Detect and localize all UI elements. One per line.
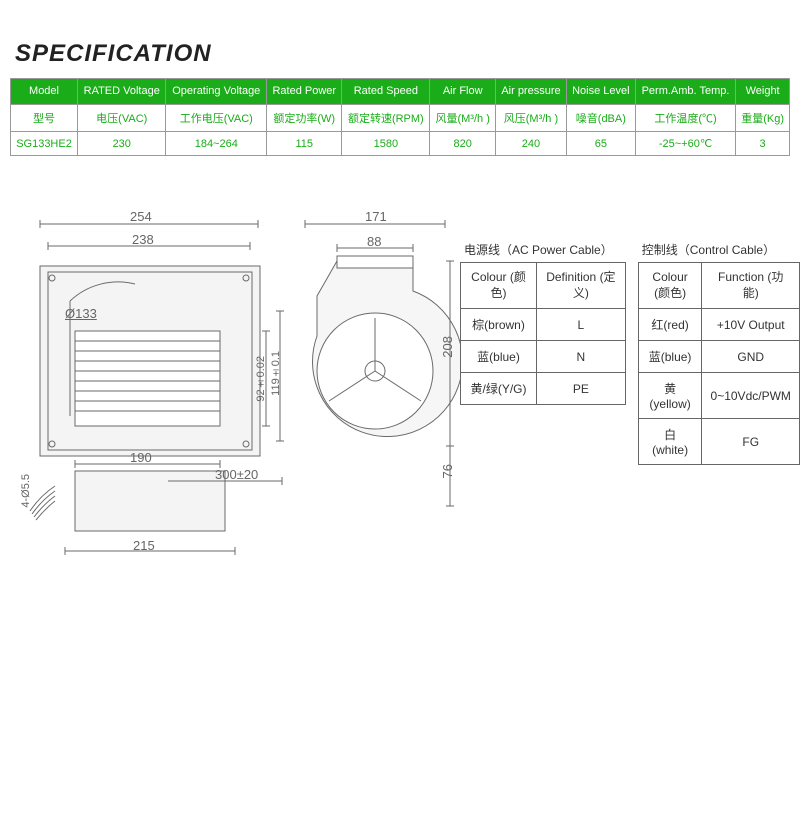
dim-208: 208: [440, 336, 455, 358]
th-model: Model: [11, 79, 78, 105]
cc-r3c0: 白(white): [638, 419, 702, 465]
cc-r2c0: 黄(yellow): [638, 373, 702, 419]
pc-r0c1: L: [537, 309, 626, 341]
cn-8: 工作温度(℃): [635, 105, 735, 132]
dim-190: 190: [130, 450, 152, 465]
spec-data-row: SG133HE2 230 184~264 115 1580 820 240 65…: [11, 132, 790, 156]
cn-4: 额定转速(RPM): [342, 105, 430, 132]
pc-col-0: Colour (颜色): [461, 263, 537, 309]
cc-r1c1: GND: [702, 341, 800, 373]
spec-header-row-en: Model RATED Voltage Operating Voltage Ra…: [11, 79, 790, 105]
d-2: 184~264: [166, 132, 267, 156]
dim-h2: 119±0.1: [270, 351, 282, 396]
cn-2: 工作电压(VAC): [166, 105, 267, 132]
pc-r1c0: 蓝(blue): [461, 341, 537, 373]
control-cable-table: 控制线（Control Cable） Colour (颜色) Function …: [638, 241, 800, 465]
side-view-drawing: 171 88 208 76: [295, 206, 460, 531]
th-airpressure: Air pressure: [496, 79, 567, 105]
cn-6: 风压(M³/h ): [496, 105, 567, 132]
pc-r0c0: 棕(brown): [461, 309, 537, 341]
d-7: 65: [566, 132, 635, 156]
spec-header-row-cn: 型号 电压(VAC) 工作电压(VAC) 额定功率(W) 额定转速(RPM) 风…: [11, 105, 790, 132]
dim-76: 76: [440, 464, 455, 478]
th-airflow: Air Flow: [430, 79, 496, 105]
cn-1: 电压(VAC): [78, 105, 166, 132]
pc-r2c0: 黄/绿(Y/G): [461, 373, 537, 405]
th-rated-speed: Rated Speed: [342, 79, 430, 105]
pc-col-1: Definition (定义): [537, 263, 626, 309]
cn-7: 噪音(dBA): [566, 105, 635, 132]
dim-238: 238: [132, 232, 154, 247]
cc-col-0: Colour (颜色): [638, 263, 702, 309]
th-op-voltage: Operating Voltage: [166, 79, 267, 105]
cc-r2c1: 0~10Vdc/PWM: [702, 373, 800, 419]
cc-r0c1: +10V Output: [702, 309, 800, 341]
dim-cable: 300±20: [215, 467, 258, 482]
d-0: SG133HE2: [11, 132, 78, 156]
th-noise: Noise Level: [566, 79, 635, 105]
d-8: -25~+60℃: [635, 132, 735, 156]
pc-r2c1: PE: [537, 373, 626, 405]
dim-88: 88: [367, 234, 381, 249]
cc-r3c1: FG: [702, 419, 800, 465]
th-temp: Perm.Amb. Temp.: [635, 79, 735, 105]
d-9: 3: [736, 132, 790, 156]
dim-dia: Ø133: [65, 306, 97, 321]
control-cable-title: 控制线（Control Cable）: [638, 241, 800, 258]
dim-254: 254: [130, 209, 152, 224]
d-5: 820: [430, 132, 496, 156]
cn-0: 型号: [11, 105, 78, 132]
power-cable-title: 电源线（AC Power Cable）: [460, 241, 626, 258]
dim-171: 171: [365, 209, 387, 224]
d-1: 230: [78, 132, 166, 156]
page-title: SPECIFICATION: [15, 40, 800, 68]
d-6: 240: [496, 132, 567, 156]
spec-table: Model RATED Voltage Operating Voltage Ra…: [10, 78, 790, 156]
th-weight: Weight: [736, 79, 790, 105]
cc-col-1: Function (功能): [702, 263, 800, 309]
pc-r1c1: N: [537, 341, 626, 373]
dim-h1: 92±0.02: [255, 356, 267, 402]
front-view-drawing: 254 238 Ø133 190 300±20 215 4-Ø5.5 92±0.…: [20, 206, 290, 571]
dim-holes: 4-Ø5.5: [20, 474, 32, 508]
dim-215: 215: [133, 538, 155, 553]
cc-r0c0: 红(red): [638, 309, 702, 341]
power-cable-table: 电源线（AC Power Cable） Colour (颜色) Definiti…: [460, 241, 626, 465]
cn-9: 重量(Kg): [736, 105, 790, 132]
d-3: 115: [267, 132, 342, 156]
d-4: 1580: [342, 132, 430, 156]
cn-3: 额定功率(W): [267, 105, 342, 132]
th-rated-voltage: RATED Voltage: [78, 79, 166, 105]
cc-r1c0: 蓝(blue): [638, 341, 702, 373]
cn-5: 风量(M³/h ): [430, 105, 496, 132]
th-rated-power: Rated Power: [267, 79, 342, 105]
